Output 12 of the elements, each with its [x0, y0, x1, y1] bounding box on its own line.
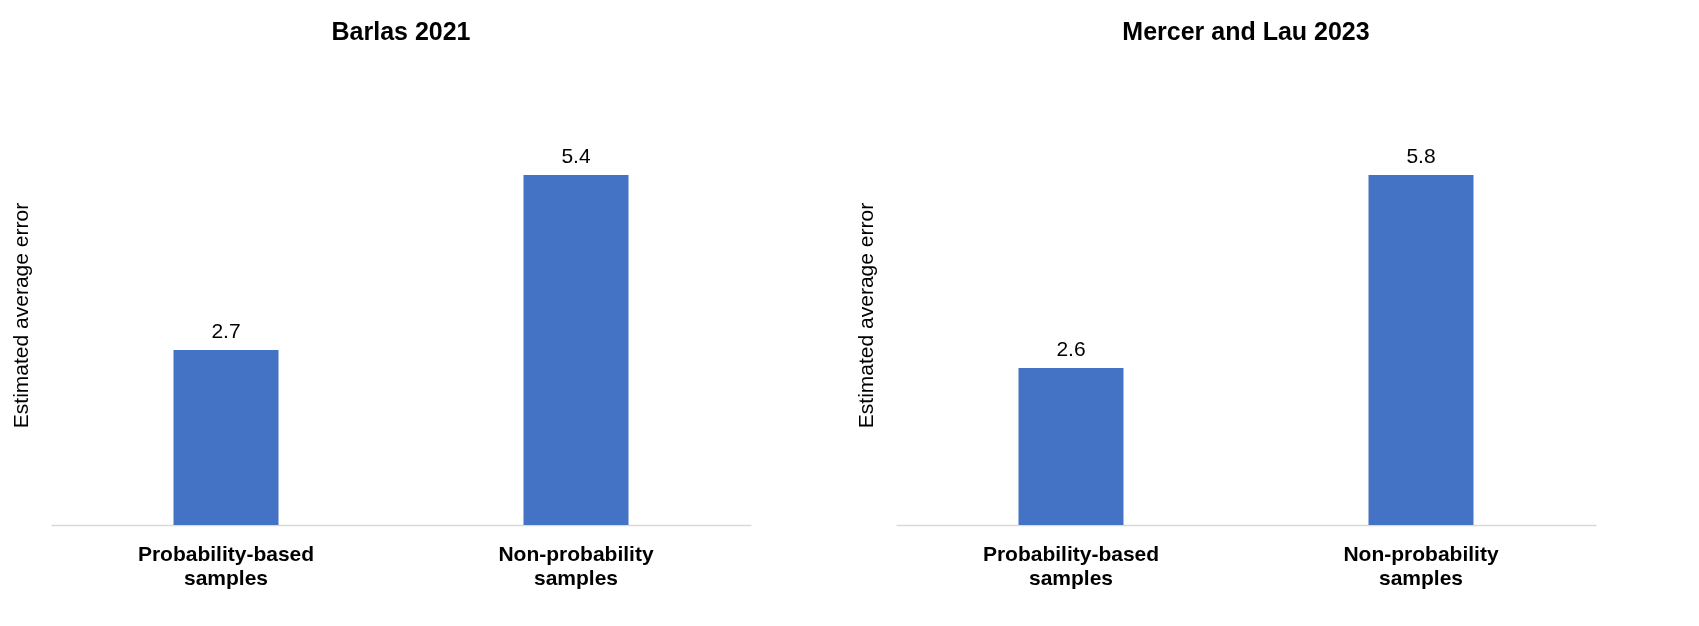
- x-tick-label: Probability-based samples: [982, 541, 1160, 589]
- x-tick-label: Probability-based samples: [137, 541, 315, 589]
- data-label: 2.7: [211, 319, 241, 342]
- chart-title: Mercer and Lau 2023: [1122, 17, 1370, 45]
- y-axis-title: Estimated average error: [853, 202, 877, 429]
- x-tick-label: Non-probability samples: [1343, 541, 1499, 589]
- data-label: 5.4: [561, 144, 591, 167]
- data-label: 5.8: [1406, 144, 1436, 167]
- chart-title: Barlas 2021: [331, 17, 471, 45]
- data-label: 2.6: [1056, 337, 1086, 361]
- x-tick-label: Non-probability samples: [498, 541, 654, 589]
- y-axis-title: Estimated average error: [8, 202, 32, 429]
